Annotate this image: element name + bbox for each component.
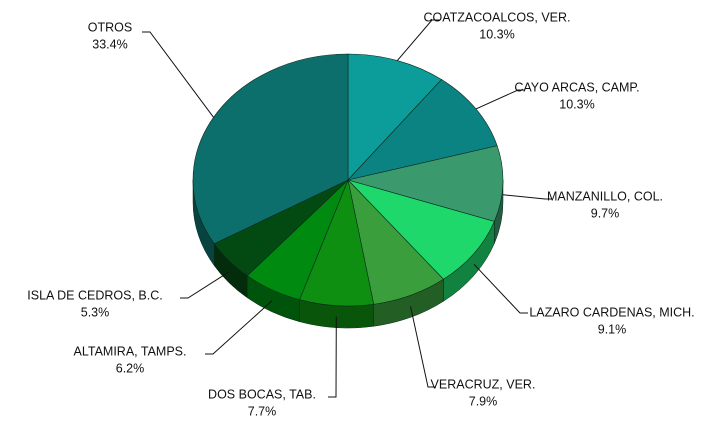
slice-label: ISLA DE CEDROS, B.C.	[27, 288, 162, 302]
slice-label: LAZARO CARDENAS, MICH.	[529, 305, 694, 319]
slice-value-label: 5.3%	[81, 305, 110, 319]
slice	[347, 145, 504, 222]
leader-line	[502, 194, 552, 200]
slice-label: DOS BOCAS, TAB.	[208, 387, 316, 401]
leader-line	[180, 271, 230, 299]
leader-line	[396, 19, 440, 61]
slice-label: MANZANILLO, COL.	[547, 189, 663, 203]
slice-value-label: 7.7%	[248, 404, 277, 418]
slice-value-label: 9.1%	[598, 322, 627, 336]
leader-line	[475, 89, 524, 110]
leader-line	[328, 316, 337, 398]
leader-line	[410, 306, 436, 388]
slice-value-label: 10.3%	[559, 97, 594, 111]
slice-value-label: 33.4%	[92, 37, 127, 51]
leader-line	[473, 263, 528, 314]
slice-value-label: 6.2%	[116, 361, 145, 375]
slice	[347, 79, 498, 181]
slice-label: VERACRUZ, VER.	[431, 377, 536, 391]
slice-label: ALTAMIRA, TAMPS.	[74, 344, 187, 358]
slice-value-label: 9.7%	[591, 206, 620, 220]
slice-label: CAYO ARCAS, CAMP.	[514, 80, 639, 94]
leader-line	[142, 31, 214, 118]
slice	[347, 179, 495, 280]
slice-value-label: 7.9%	[469, 394, 498, 408]
slice-label: OTROS	[88, 20, 132, 34]
slice-label: COATZACOALCOS, VER.	[423, 10, 570, 24]
slice-value-label: 10.3%	[479, 27, 514, 41]
leader-line	[205, 300, 273, 355]
slice	[347, 53, 443, 181]
